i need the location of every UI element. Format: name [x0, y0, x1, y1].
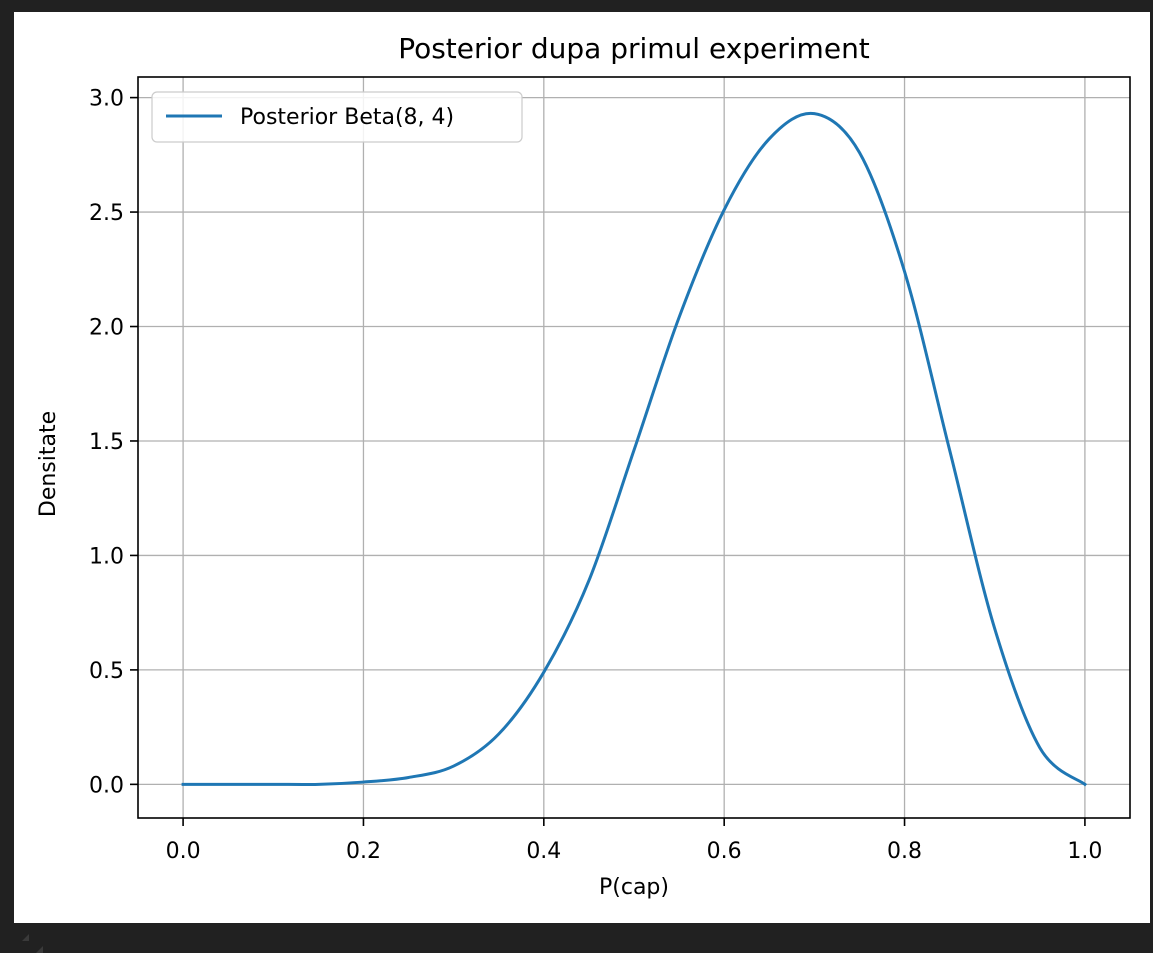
y-tick-label: 3.0	[89, 87, 124, 112]
x-axis-label: P(cap)	[599, 875, 669, 900]
y-tick-label: 0.0	[89, 773, 124, 798]
legend-box	[151, 91, 523, 143]
x-tick-label: 0.6	[707, 839, 742, 864]
legend-entry: Posterior Beta(8, 4)	[240, 105, 454, 130]
legend: Posterior Beta(8, 4)	[151, 91, 523, 143]
x-tick-label: 1.0	[1067, 839, 1102, 864]
x-axis: 0.0 0.2 0.4 0.6 0.8 1.0	[166, 818, 1102, 864]
axes-frame	[137, 76, 1131, 819]
x-tick-label: 0.0	[166, 839, 201, 864]
resize-grip[interactable]	[22, 934, 29, 941]
series-layer	[181, 111, 1088, 787]
y-tick-label: 1.5	[89, 430, 124, 455]
y-tick-label: 2.5	[89, 201, 124, 226]
chart-svg: 0.0 0.2 0.4 0.6 0.8 1.0 0.0 0.5 1.0 1.5 2.0 2.5 3.0…	[36, 32, 1131, 900]
x-tick-label: 0.2	[346, 839, 381, 864]
series-line-0	[181, 111, 1088, 787]
y-axis-label: Densitate	[36, 411, 61, 517]
y-tick-label: 0.5	[89, 659, 124, 684]
grid	[138, 77, 1130, 818]
y-axis: 0.0 0.5 1.0 1.5 2.0 2.5 3.0	[89, 87, 138, 798]
y-tick-label: 1.0	[89, 544, 124, 569]
y-tick-label: 2.0	[89, 316, 124, 341]
chart-figure: 0.0 0.2 0.4 0.6 0.8 1.0 0.0 0.5 1.0 1.5 2.0 2.5 3.0…	[14, 12, 1150, 953]
chart-title: Posterior dupa primul experiment	[398, 32, 870, 65]
x-tick-label: 0.4	[526, 839, 561, 864]
x-tick-label: 0.8	[887, 839, 922, 864]
